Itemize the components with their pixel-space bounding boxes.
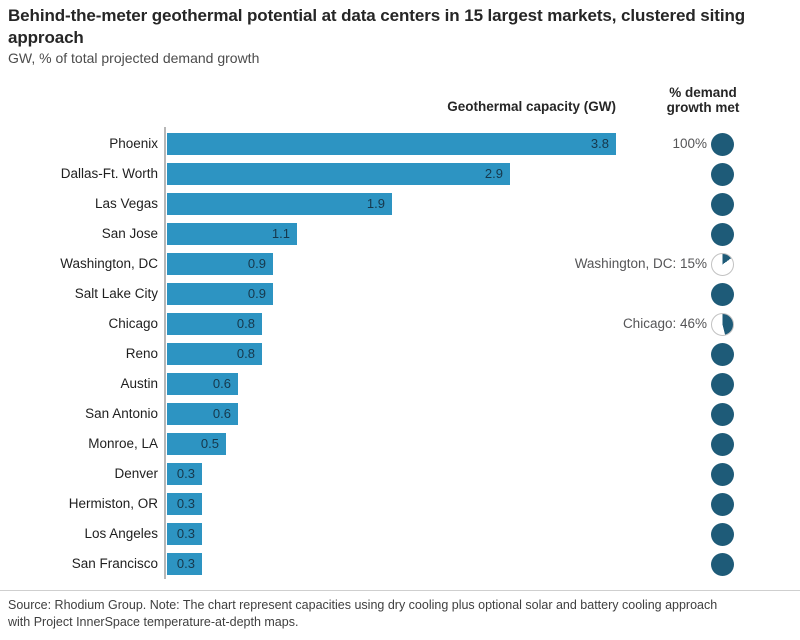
category-label: Monroe, LA (88, 436, 158, 451)
chart-row-hermiston-or: Hermiston, OR 0.3 (0, 489, 800, 519)
column-header-geothermal-capacity: Geothermal capacity (GW) (447, 99, 616, 114)
source-note-line2: with Project InnerSpace temperature-at-d… (8, 615, 299, 629)
chart-row-san-jose: San Jose 1.1 (0, 219, 800, 249)
category-label: Las Vegas (94, 196, 158, 211)
chart-row-washington-dc: Washington, DC 0.9 Washington, DC: 15% (0, 249, 800, 279)
demand-growth-pie (711, 402, 734, 426)
demand-growth-pie (711, 252, 734, 276)
capacity-value-label: 0.5 (200, 436, 219, 451)
capacity-bar: 1.1 (167, 223, 297, 245)
demand-growth-pie (711, 462, 734, 486)
category-label: Salt Lake City (74, 286, 158, 301)
source-note: Source: Rhodium Group. Note: The chart r… (8, 597, 796, 631)
category-label: Phoenix (109, 136, 158, 151)
capacity-bar: 0.8 (167, 343, 262, 365)
source-note-line1: Source: Rhodium Group. Note: The chart r… (8, 598, 718, 612)
category-label: Denver (114, 466, 158, 481)
capacity-value-label: 0.3 (176, 526, 195, 541)
capacity-bar: 1.9 (167, 193, 392, 215)
category-label: Los Angeles (84, 526, 158, 541)
capacity-bar: 0.9 (167, 283, 273, 305)
capacity-bar: 0.3 (167, 523, 202, 545)
chart-subtitle: GW, % of total projected demand growth (8, 50, 260, 66)
demand-growth-pie (711, 372, 734, 396)
chart-row-las-vegas: Las Vegas 1.9 (0, 189, 800, 219)
footer-divider (0, 590, 800, 591)
chart-row-reno: Reno 0.8 (0, 339, 800, 369)
demand-growth-pie (711, 192, 734, 216)
demand-growth-pie (711, 492, 734, 516)
demand-growth-pie (711, 312, 734, 336)
demand-growth-pie (711, 342, 734, 366)
capacity-bar: 0.3 (167, 463, 202, 485)
demand-growth-pie (711, 132, 734, 156)
capacity-bar: 0.3 (167, 553, 202, 575)
capacity-value-label: 0.3 (176, 496, 195, 511)
capacity-value-label: 0.6 (212, 376, 231, 391)
capacity-bar: 0.8 (167, 313, 262, 335)
capacity-value-label: 3.8 (590, 136, 609, 151)
capacity-value-label: 0.3 (176, 466, 195, 481)
category-label: Washington, DC (60, 256, 158, 271)
category-label: Chicago (108, 316, 158, 331)
chart-row-austin: Austin 0.6 (0, 369, 800, 399)
capacity-bar: 3.8 (167, 133, 616, 155)
capacity-value-label: 0.3 (176, 556, 195, 571)
chart-row-phoenix: Phoenix 3.8 100% (0, 129, 800, 159)
capacity-value-label: 1.1 (271, 226, 290, 241)
category-label: Hermiston, OR (68, 496, 158, 511)
chart-row-san-antonio: San Antonio 0.6 (0, 399, 800, 429)
capacity-bar: 0.6 (167, 403, 238, 425)
capacity-value-label: 2.9 (484, 166, 503, 181)
capacity-bar: 0.5 (167, 433, 226, 455)
capacity-value-label: 0.8 (236, 316, 255, 331)
category-label: San Jose (101, 226, 158, 241)
capacity-value-label: 0.6 (212, 406, 231, 421)
capacity-value-label: 0.9 (247, 286, 266, 301)
capacity-bar: 0.6 (167, 373, 238, 395)
column-header-demand-growth-line1: % demand (669, 85, 737, 100)
chart-row-dallas-ft-worth: Dallas-Ft. Worth 2.9 (0, 159, 800, 189)
capacity-bar: 0.9 (167, 253, 273, 275)
category-label: San Antonio (85, 406, 158, 421)
capacity-bar: 2.9 (167, 163, 510, 185)
column-header-demand-growth-line2: growth met (666, 100, 740, 115)
demand-growth-pie (711, 162, 734, 186)
category-label: San Francisco (71, 556, 158, 571)
demand-growth-pie (711, 552, 734, 576)
chart-row-salt-lake-city: Salt Lake City 0.9 (0, 279, 800, 309)
column-header-demand-growth: % demand growth met (640, 85, 766, 115)
category-label: Reno (125, 346, 158, 361)
y-axis-line (164, 127, 166, 579)
demand-growth-pie (711, 522, 734, 546)
demand-growth-pie (711, 222, 734, 246)
chart-row-los-angeles: Los Angeles 0.3 (0, 519, 800, 549)
capacity-value-label: 0.8 (236, 346, 255, 361)
chart-row-denver: Denver 0.3 (0, 459, 800, 489)
demand-growth-pie (711, 282, 734, 306)
demand-growth-pie (711, 432, 734, 456)
demand-growth-annotation: 100% (672, 136, 707, 151)
demand-growth-annotation: Washington, DC: 15% (574, 256, 707, 271)
chart-row-monroe-la: Monroe, LA 0.5 (0, 429, 800, 459)
demand-growth-annotation: Chicago: 46% (622, 316, 707, 331)
chart-row-chicago: Chicago 0.8 Chicago: 46% (0, 309, 800, 339)
capacity-bar: 0.3 (167, 493, 202, 515)
chart-title: Behind-the-meter geothermal potential at… (8, 6, 746, 47)
chart-rows: Phoenix 3.8 100% Dallas-Ft. Worth 2.9 Las Veg… (0, 129, 800, 579)
chart-row-san-francisco: San Francisco 0.3 (0, 549, 800, 579)
capacity-value-label: 0.9 (247, 256, 266, 271)
category-label: Austin (120, 376, 158, 391)
category-label: Dallas-Ft. Worth (60, 166, 158, 181)
capacity-value-label: 1.9 (366, 196, 385, 211)
